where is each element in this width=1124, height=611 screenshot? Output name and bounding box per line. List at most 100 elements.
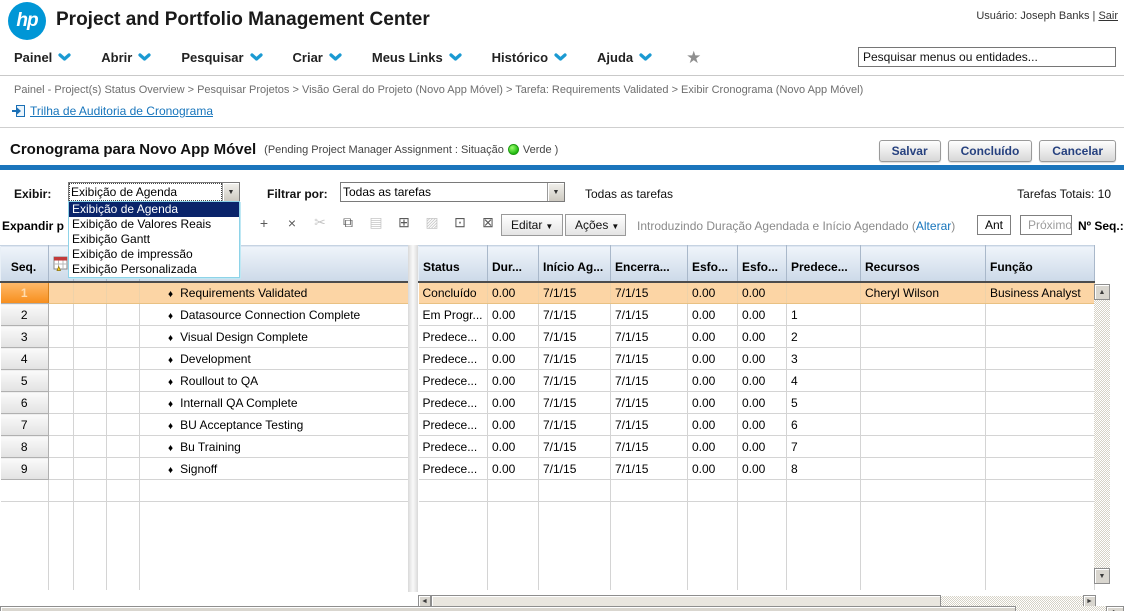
actions-menu-button[interactable]: Ações ▼ [565,214,626,236]
scroll-down-icon[interactable]: ▼ [1094,568,1110,584]
finish-cell[interactable]: 7/1/15 [610,457,688,480]
task-name-cell[interactable]: ♦ Visual Design Complete [139,325,409,348]
role-cell[interactable] [985,457,1095,480]
view-select[interactable]: Exibição de Agenda ▼ [68,182,240,202]
status-cell[interactable]: Predece... [418,435,488,458]
role-cell[interactable] [985,435,1095,458]
view-option-exibi-o-personalizada[interactable]: Exibição Personalizada [72,262,197,276]
esf2-cell[interactable]: 0.00 [737,303,787,326]
status-cell[interactable]: Predece... [418,347,488,370]
start-cell[interactable]: 7/1/15 [538,413,611,436]
role-cell[interactable] [985,325,1095,348]
pred-cell[interactable]: 8 [786,457,861,480]
dur-cell[interactable]: 0.00 [487,391,539,414]
finish-cell[interactable]: 7/1/15 [610,435,688,458]
esf1-cell[interactable]: 0.00 [687,303,738,326]
finish-cell[interactable]: 7/1/15 [610,391,688,414]
view-option-exibi-o-de-valores-reais[interactable]: Exibição de Valores Reais [72,217,212,231]
role-cell[interactable] [985,303,1095,326]
view-option-exibi-o-de-agenda[interactable]: Exibição de Agenda [69,202,239,217]
start-cell[interactable]: 7/1/15 [538,325,611,348]
scrollbar-thumb[interactable] [0,606,1016,611]
column-header-esf1[interactable]: Esfo... [687,245,738,283]
pred-cell[interactable]: 3 [786,347,861,370]
resources-cell[interactable] [860,391,986,414]
pred-cell[interactable]: 5 [786,391,861,414]
resources-cell[interactable] [860,369,986,392]
task-name-cell[interactable]: ♦ Development [139,347,409,370]
role-cell[interactable] [985,369,1095,392]
status-cell[interactable]: Predece... [418,413,488,436]
dropdown-arrow-icon[interactable]: ▼ [222,183,239,201]
column-header-status[interactable]: Status [418,245,488,283]
esf1-cell[interactable]: 0.00 [687,347,738,370]
pred-cell[interactable]: 7 [786,435,861,458]
seq-cell[interactable]: 6 [0,391,49,414]
change-mode-link[interactable]: Alterar [915,219,952,233]
pane-splitter[interactable] [408,245,418,592]
role-cell[interactable] [985,347,1095,370]
task-name-cell[interactable]: ♦ Roullout to QA [139,369,409,392]
add-task-icon[interactable]: + [259,214,269,231]
resources-cell[interactable] [860,457,986,480]
view-option-exibi-o-gantt[interactable]: Exibição Gantt [72,232,151,246]
role-cell[interactable] [985,413,1095,436]
pred-cell[interactable] [786,281,861,304]
start-cell[interactable]: 7/1/15 [538,347,611,370]
menu-item-meus-links[interactable]: Meus Links [372,50,462,65]
breadcrumb[interactable]: Painel - Project(s) Status Overview > Pe… [14,84,864,96]
favorites-star-icon[interactable]: ★ [686,47,702,67]
export-pdf-icon[interactable]: ⊡ [454,214,466,230]
seq-cell[interactable]: 7 [0,413,49,436]
export-excel-icon[interactable]: ⊠ [482,214,494,230]
cancel-button[interactable]: Cancelar [1039,140,1116,162]
audit-trail-link[interactable]: Trilha de Auditoria de Cronograma [12,104,213,118]
menu-item-abrir[interactable]: Abrir [101,50,151,65]
esf1-cell[interactable]: 0.00 [687,457,738,480]
menu-item-ajuda[interactable]: Ajuda [597,50,652,65]
column-header-role[interactable]: Função [985,245,1095,283]
esf1-cell[interactable]: 0.00 [687,325,738,348]
start-cell[interactable]: 7/1/15 [538,303,611,326]
copy-icon[interactable]: ⧉ [343,214,353,230]
start-cell[interactable]: 7/1/15 [538,435,611,458]
insert-table-icon[interactable]: ⊞ [398,214,410,230]
seq-cell[interactable]: 9 [0,457,49,480]
start-cell[interactable]: 7/1/15 [538,281,611,304]
resources-cell[interactable] [860,347,986,370]
column-header-pred[interactable]: Predece... [786,245,861,283]
finish-cell[interactable]: 7/1/15 [610,281,688,304]
view-option-exibi-o-de-impress-o[interactable]: Exibição de impressão [72,247,193,261]
esf2-cell[interactable]: 0.00 [737,281,787,304]
next-button[interactable]: Próximo [1020,215,1072,235]
menu-item-hist-rico[interactable]: Histórico [492,50,567,65]
esf2-cell[interactable]: 0.00 [737,413,787,436]
finish-cell[interactable]: 7/1/15 [610,325,688,348]
seq-cell[interactable]: 3 [0,325,49,348]
esf2-cell[interactable]: 0.00 [737,435,787,458]
column-header-resources[interactable]: Recursos [860,245,986,283]
dur-cell[interactable]: 0.00 [487,435,539,458]
status-cell[interactable]: Predece... [418,325,488,348]
pred-cell[interactable]: 6 [786,413,861,436]
esf2-cell[interactable]: 0.00 [737,347,787,370]
pred-cell[interactable]: 1 [786,303,861,326]
task-name-cell[interactable]: ♦ Internall QA Complete [139,391,409,414]
finish-cell[interactable]: 7/1/15 [610,369,688,392]
dur-cell[interactable]: 0.00 [487,457,539,480]
column-header-start[interactable]: Início Ag... [538,245,611,283]
seq-cell[interactable]: 4 [0,347,49,370]
esf1-cell[interactable]: 0.00 [687,391,738,414]
resources-cell[interactable]: Cheryl Wilson [860,281,986,304]
esf2-cell[interactable]: 0.00 [737,325,787,348]
menu-item-pesquisar[interactable]: Pesquisar [181,50,263,65]
start-cell[interactable]: 7/1/15 [538,457,611,480]
scroll-right-icon[interactable]: ► [1106,606,1124,611]
finish-cell[interactable]: 7/1/15 [610,413,688,436]
dropdown-arrow-icon[interactable]: ▼ [547,183,564,201]
start-cell[interactable]: 7/1/15 [538,369,611,392]
status-cell[interactable]: Em Progr... [418,303,488,326]
task-name-cell[interactable]: ♦ Requirements Validated [139,281,409,304]
task-name-cell[interactable]: ♦ BU Acceptance Testing [139,413,409,436]
delete-task-icon[interactable]: × [287,214,297,231]
